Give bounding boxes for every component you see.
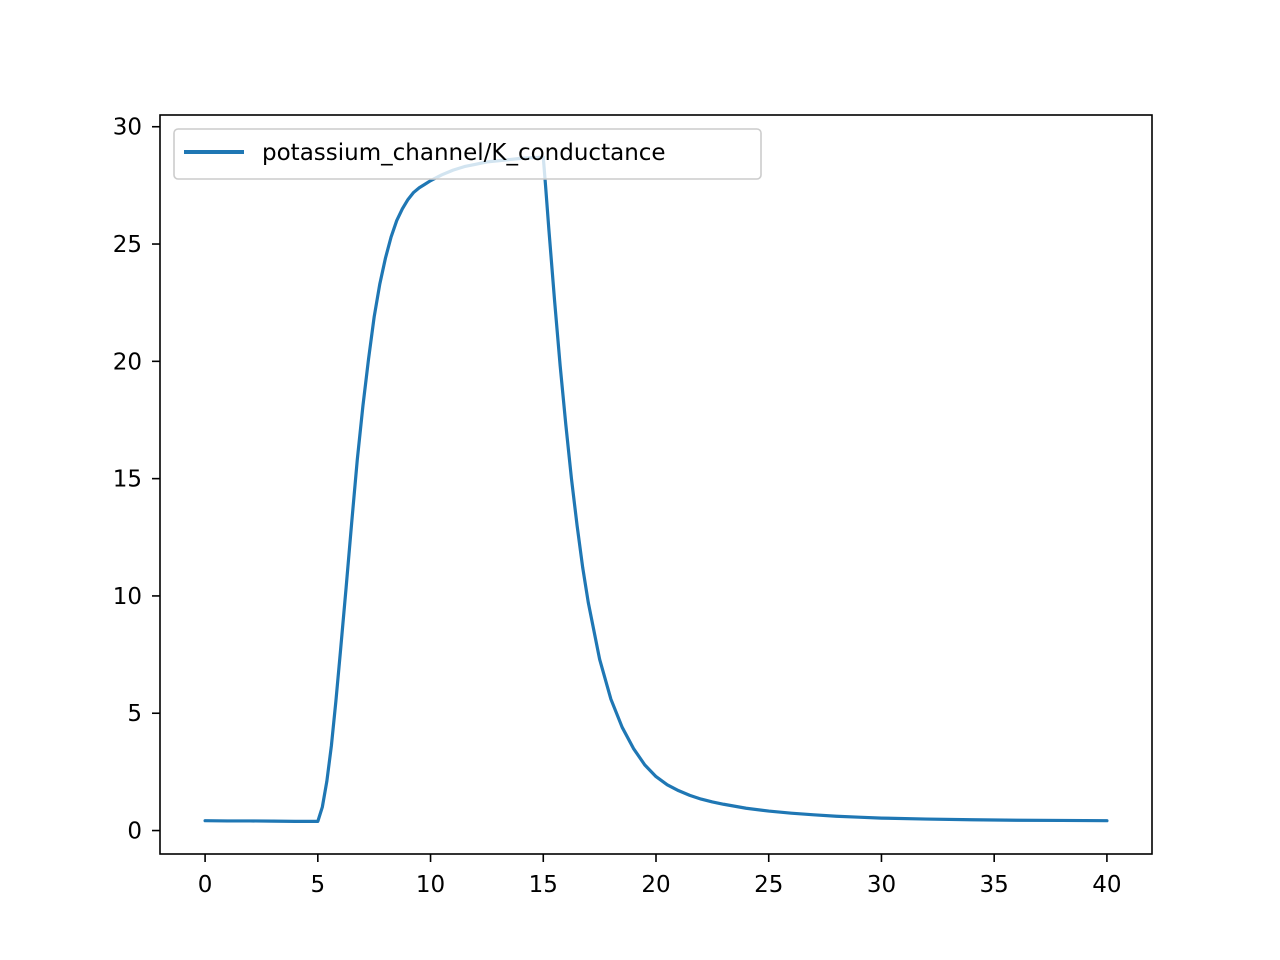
y-tick-label: 0 [127,819,142,845]
plot-area [160,115,1152,854]
x-tick-label: 0 [198,872,213,898]
x-tick-label: 20 [641,872,670,898]
y-tick-label: 30 [113,115,142,141]
x-tick-label: 10 [416,872,445,898]
legend-box [173,128,762,180]
x-axis-ticks: 0 5 10 15 20 25 30 35 40 [198,854,1122,898]
x-tick-label: 15 [529,872,558,898]
legend: potassium_channel/K_conductance [173,128,762,180]
y-tick-label: 20 [113,349,142,375]
x-tick-label: 5 [310,872,325,898]
x-tick-label: 25 [754,872,783,898]
legend-label: potassium_channel/K_conductance [262,140,666,166]
y-tick-label: 5 [127,701,142,727]
y-axis-ticks: 0 5 10 15 20 25 30 [113,115,160,845]
y-tick-label: 10 [113,584,142,610]
x-tick-label: 40 [1092,872,1121,898]
plot-frame [159,114,1153,855]
x-tick-label: 30 [867,872,896,898]
y-tick-label: 25 [113,232,142,258]
x-tick-label: 35 [980,872,1009,898]
y-tick-label: 15 [113,467,142,493]
